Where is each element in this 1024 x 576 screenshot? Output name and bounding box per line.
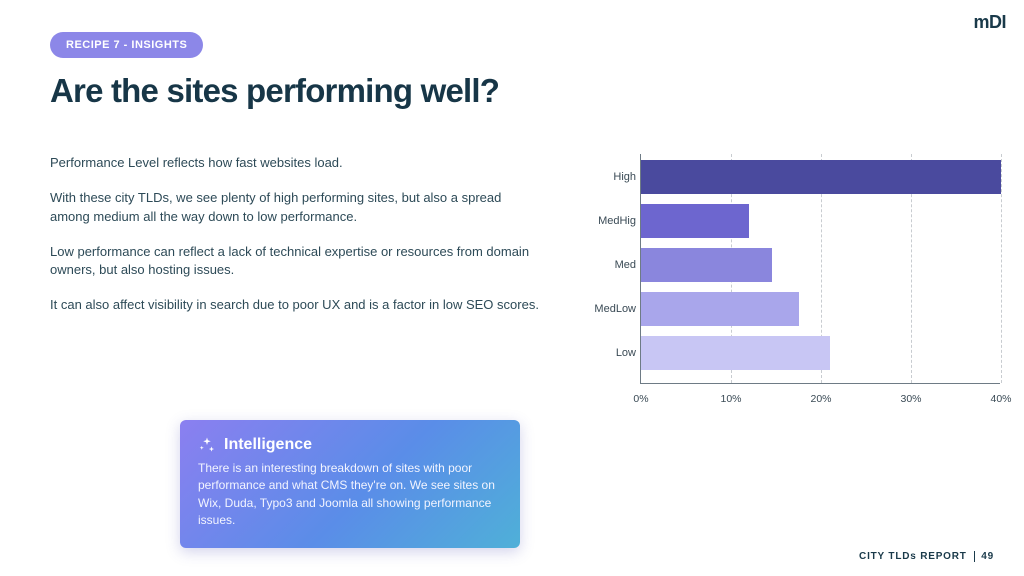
chart-x-tick: 40% xyxy=(990,393,1011,405)
chart-bar xyxy=(641,204,749,238)
paragraph: Low performance can reflect a lack of te… xyxy=(50,243,540,281)
card-body-text: There is an interesting breakdown of sit… xyxy=(198,460,502,530)
chart-y-label: Low xyxy=(580,347,636,359)
paragraph: With these city TLDs, we see plenty of h… xyxy=(50,189,540,227)
intelligence-card: Intelligence There is an interesting bre… xyxy=(180,420,520,548)
chart-x-tick: 0% xyxy=(633,393,648,405)
chart-bar-row xyxy=(641,292,799,326)
performance-bar-chart: 0%10%20%30%40% HighMedHigMedMedLowLow xyxy=(580,154,1000,414)
sparkle-icon xyxy=(198,436,216,454)
card-title: Intelligence xyxy=(224,436,312,454)
chart-bar xyxy=(641,336,830,370)
chart-bar-row xyxy=(641,336,830,370)
footer-page-number: 49 xyxy=(974,551,994,562)
brand-logo: mDI xyxy=(973,12,1006,33)
chart-x-tick: 30% xyxy=(900,393,921,405)
chart-gridline xyxy=(1001,154,1002,383)
body-text-column: Performance Level reflects how fast webs… xyxy=(50,154,540,414)
chart-bar-row xyxy=(641,160,1001,194)
paragraph: It can also affect visibility in search … xyxy=(50,296,540,315)
chart-bar xyxy=(641,248,772,282)
recipe-pill: RECIPE 7 - INSIGHTS xyxy=(50,32,203,58)
chart-bar-row xyxy=(641,204,749,238)
page-footer: CITY TLDs REPORT 49 xyxy=(859,551,994,562)
chart-y-label: Med xyxy=(580,259,636,271)
paragraph: Performance Level reflects how fast webs… xyxy=(50,154,540,173)
chart-y-label: High xyxy=(580,171,636,183)
chart-x-tick: 10% xyxy=(720,393,741,405)
chart-y-label: MedLow xyxy=(580,303,636,315)
chart-bar xyxy=(641,160,1001,194)
page-title: Are the sites performing well? xyxy=(50,72,974,110)
chart-y-label: MedHig xyxy=(580,215,636,227)
chart-x-tick: 20% xyxy=(810,393,831,405)
chart-bar-row xyxy=(641,248,772,282)
chart-bar xyxy=(641,292,799,326)
footer-report-name: CITY TLDs REPORT xyxy=(859,551,967,562)
